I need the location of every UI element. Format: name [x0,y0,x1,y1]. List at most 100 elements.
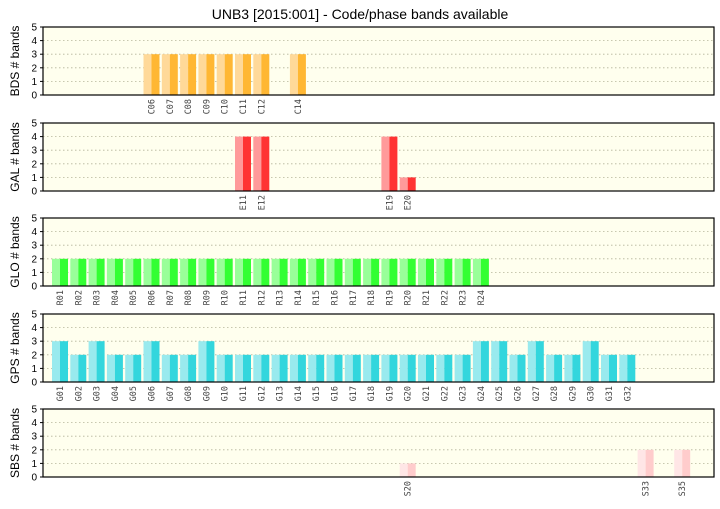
x-tick-label-C07: C07 [166,99,176,114]
x-tick-label-G11: G11 [239,386,249,401]
bar-G21 [418,354,434,382]
bar-right-R16 [334,258,343,286]
bar-right-C07 [169,54,178,95]
bar-left-G13 [271,354,280,382]
bar-left-R13 [271,258,280,286]
bar-right-G10 [224,354,233,382]
bar-left-G25 [491,341,500,382]
bar-R05 [125,258,142,286]
bar-right-G24 [480,341,489,382]
x-tick-label-G32: G32 [623,386,633,401]
y-tick-label: 3 [31,50,37,61]
x-tick-label-R14: R14 [294,290,304,305]
y-axis-label: BDS # bands [8,26,22,97]
plot-frame [42,122,715,192]
bar-right-S20 [407,463,416,477]
bar-G20 [399,354,416,382]
bar-G04 [106,354,123,382]
plot-frame [42,217,715,287]
bar-R02 [70,258,87,286]
bar-G30 [582,341,599,382]
x-tick-label-E19: E19 [385,195,395,210]
bar-right-G25 [499,341,508,382]
bar-C10 [216,54,233,95]
bar-right-G19 [389,354,398,382]
bar-left-R15 [308,258,317,286]
plot-frame [42,408,715,478]
bar-left-G19 [381,354,390,382]
bar-C14 [289,54,306,95]
bar-left-G30 [582,341,591,382]
x-tick-label-R13: R13 [276,290,286,305]
panel-2: 0 1 2 3 4 5 R01 R02 R03 R04 R05 R06 R07 R08 R09 R10 R11 R… [8,214,715,305]
x-tick-label-G13: G13 [276,386,286,401]
bar-G24 [472,341,489,382]
bar-right-G17 [352,354,361,382]
x-tick-label-C11: C11 [239,99,249,114]
y-axis-label: GLO # bands [8,216,22,287]
x-tick-label-E20: E20 [404,195,414,210]
bar-left-G01 [52,341,60,382]
bar-right-R09 [206,258,215,286]
bar-left-R18 [363,258,372,286]
bar-G11 [235,354,251,382]
bar-G23 [454,354,471,382]
x-tick-label-R21: R21 [422,290,432,305]
bar-right-G31 [609,354,617,382]
bar-left-R23 [454,258,463,286]
bar-G28 [546,354,563,382]
y-tick-label: 3 [31,146,37,157]
plot-frame [42,26,715,96]
bar-left-C06 [143,54,152,95]
x-tick-label-G20: G20 [404,386,414,401]
bar-right-G14 [297,354,306,382]
x-tick-label-G26: G26 [514,386,524,401]
bar-right-C08 [188,54,197,95]
bar-left-C07 [161,54,170,95]
bar-R07 [161,258,178,286]
bar-G29 [564,354,581,382]
y-tick-label: 0 [31,378,37,389]
x-tick-label-R08: R08 [184,290,194,305]
bar-right-R19 [389,258,398,286]
y-tick-label: 5 [31,119,37,130]
bar-left-S20 [399,463,408,477]
bar-left-R12 [253,258,262,286]
x-tick-label-R07: R07 [166,290,176,305]
bar-left-R08 [180,258,189,286]
panel-3: 0 1 2 3 4 5 G01 G02 G03 G04 G05 G06 G07 G08 G09 G10 G11 G… [8,310,715,401]
bar-S35 [674,449,691,477]
bar-R18 [363,258,380,286]
x-tick-label-G24: G24 [477,386,487,401]
bar-right-G26 [517,354,526,382]
bar-G22 [436,354,453,382]
bar-G01 [52,341,68,382]
bar-left-R06 [143,258,152,286]
x-tick-label-G29: G29 [568,386,578,401]
bar-right-R04 [114,258,123,286]
x-tick-label-C09: C09 [202,99,212,114]
bar-left-R22 [436,258,445,286]
bar-R14 [289,258,306,286]
bar-right-R22 [444,258,453,286]
bar-right-G29 [572,354,581,382]
bar-left-G23 [454,354,463,382]
bar-right-G01 [60,341,68,382]
bar-right-R10 [224,258,233,286]
x-tick-label-G18: G18 [367,386,377,401]
x-tick-label-R16: R16 [331,290,341,305]
bar-R03 [88,258,105,286]
bar-G02 [70,354,87,382]
bar-left-S35 [674,449,683,477]
bar-G06 [143,341,160,382]
bar-left-S33 [637,449,646,477]
bar-right-R11 [243,258,251,286]
bar-left-G21 [418,354,426,382]
bar-G07 [161,354,178,382]
bar-right-C14 [297,54,306,95]
x-tick-label-G06: G06 [148,386,158,401]
y-tick-label: 4 [31,323,37,334]
x-tick-label-R22: R22 [440,290,450,305]
